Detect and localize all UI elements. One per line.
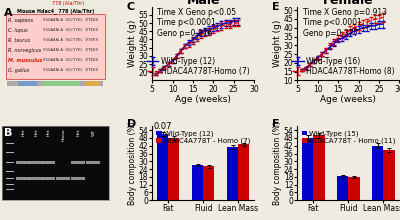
Text: R. taurus: R. taurus xyxy=(8,38,30,43)
Text: Het: Het xyxy=(34,128,38,136)
Legend: Wild-Type (12), HDAC4A778T - Homo (7): Wild-Type (12), HDAC4A778T - Homo (7) xyxy=(156,130,251,145)
Bar xyxy=(238,145,249,200)
Bar xyxy=(56,177,70,180)
Bar xyxy=(7,81,104,86)
Bar xyxy=(203,167,214,200)
Text: B: B xyxy=(4,128,12,138)
Bar xyxy=(72,161,85,164)
Text: R. sapiens: R. sapiens xyxy=(8,18,34,23)
Bar xyxy=(42,81,80,86)
Bar xyxy=(18,81,37,86)
Bar xyxy=(86,161,100,164)
Title: Female: Female xyxy=(323,0,374,7)
Text: SSGAAALA SGCYYEL VTEKX: SSGAAALA SGCYYEL VTEKX xyxy=(42,68,98,72)
Text: Het: Het xyxy=(77,128,81,136)
Bar xyxy=(348,177,360,200)
Bar xyxy=(372,146,383,200)
Text: Time X Geno p=0.913
Time p<0.0001
Geno p=0.377: Time X Geno p=0.913 Time p<0.0001 Geno p… xyxy=(302,8,386,38)
Title: Male: Male xyxy=(186,0,220,7)
Bar xyxy=(192,165,203,200)
Bar xyxy=(313,135,324,200)
X-axis label: Age (weeks): Age (weeks) xyxy=(320,95,376,104)
Text: Time X Geno p<0.05
Time p<0.0001
Geno p=0.876: Time X Geno p<0.05 Time p<0.0001 Geno p=… xyxy=(157,8,236,38)
Text: SSGAAALA SGCYYEL VTEKX: SSGAAALA SGCYYEL VTEKX xyxy=(42,18,98,22)
Bar xyxy=(302,138,313,200)
Text: E: E xyxy=(272,2,280,12)
Legend: Wild-Type (12), HDAC4A778T-Homo (7): Wild-Type (12), HDAC4A778T-Homo (7) xyxy=(146,56,250,77)
Y-axis label: Body composition (%): Body composition (%) xyxy=(273,121,282,205)
Text: F: F xyxy=(272,119,280,129)
Bar xyxy=(72,177,85,180)
Text: C. lupus: C. lupus xyxy=(8,28,28,33)
X-axis label: Age (weeks): Age (weeks) xyxy=(175,95,231,104)
Y-axis label: Weight (g): Weight (g) xyxy=(273,20,282,67)
Text: SSGAAALA SGCYYEL VTEKX: SSGAAALA SGCYYEL VTEKX xyxy=(42,48,98,52)
Text: G. gallus: G. gallus xyxy=(8,68,30,73)
Text: Het: Het xyxy=(47,128,51,136)
Legend: Wild-Type (15), HDACA778T - Homo (11): Wild-Type (15), HDACA778T - Homo (11) xyxy=(301,130,396,145)
Text: SSGAAALA SGCYYEL VTEKX: SSGAAALA SGCYYEL VTEKX xyxy=(42,28,98,32)
Text: WT: WT xyxy=(92,128,96,136)
Bar xyxy=(383,150,394,200)
Y-axis label: Weight (g): Weight (g) xyxy=(128,20,137,67)
Text: Mouse Hdac4_ 778 (Ala/Thr): Mouse Hdac4_ 778 (Ala/Thr) xyxy=(17,8,94,14)
Text: SSGAAALA SGCYYEL VTEKX: SSGAAALA SGCYYEL VTEKX xyxy=(42,38,98,42)
Bar xyxy=(16,177,30,180)
Bar xyxy=(337,176,348,200)
Bar xyxy=(157,134,168,200)
Bar xyxy=(42,161,56,164)
Bar xyxy=(29,177,42,180)
Text: D: D xyxy=(127,119,136,129)
Y-axis label: Body composition (%): Body composition (%) xyxy=(128,121,137,205)
Text: 0.07: 0.07 xyxy=(153,122,172,131)
Text: M. musculus: M. musculus xyxy=(8,58,43,62)
Bar xyxy=(29,161,42,164)
Text: A: A xyxy=(4,8,13,18)
Bar xyxy=(42,177,56,180)
Text: C: C xyxy=(127,2,135,12)
Bar xyxy=(16,161,30,164)
Text: 778 (Ala/Thr): 778 (Ala/Thr) xyxy=(52,1,84,6)
Text: Homo: Homo xyxy=(62,128,66,141)
Bar xyxy=(6,14,104,79)
Bar xyxy=(85,81,100,86)
Bar xyxy=(168,138,179,200)
Text: R. norvegicus: R. norvegicus xyxy=(8,48,42,53)
Legend: Wild-Type (16), HDAC4A778T-Homo (8): Wild-Type (16), HDAC4A778T-Homo (8) xyxy=(292,56,395,77)
Bar xyxy=(227,147,238,200)
Text: Het: Het xyxy=(21,128,25,136)
Text: SSGAAALA SGCYYEL VTEKX: SSGAAALA SGCYYEL VTEKX xyxy=(42,58,98,62)
